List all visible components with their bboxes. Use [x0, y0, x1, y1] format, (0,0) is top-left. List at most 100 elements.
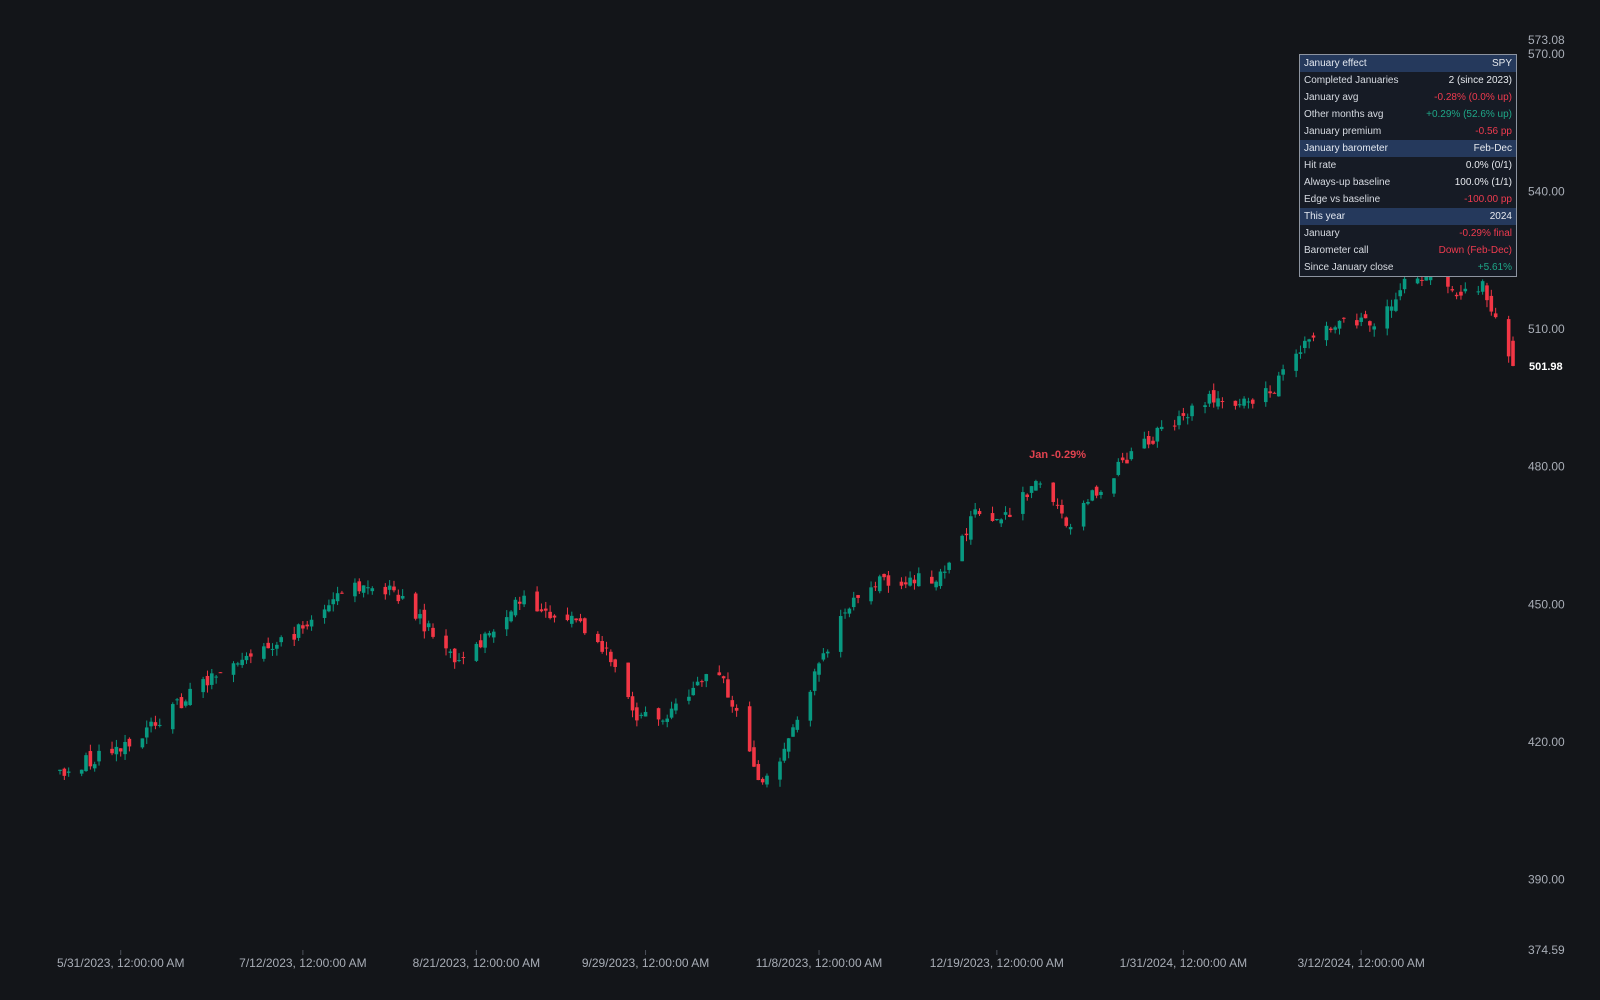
- time-tick-label: 8/21/2023, 12:00:00 AM: [413, 956, 540, 970]
- candle: [661, 719, 665, 725]
- candle: [396, 589, 401, 604]
- candle: [817, 661, 821, 682]
- candle: [474, 641, 479, 662]
- candle: [1151, 436, 1155, 445]
- candle: [1068, 523, 1073, 535]
- candle: [1051, 482, 1056, 506]
- candle-body: [1242, 398, 1246, 406]
- candle: [1372, 323, 1377, 337]
- candle: [1116, 458, 1121, 477]
- candle: [179, 693, 184, 709]
- candle-body: [873, 586, 878, 588]
- candle: [1250, 398, 1255, 409]
- panel-row: Hit rate 0.0% (0/1): [1300, 157, 1516, 174]
- candle-body: [782, 748, 787, 761]
- candle-body: [1211, 390, 1216, 403]
- candle: [292, 626, 297, 646]
- candle: [843, 608, 847, 619]
- candle: [969, 510, 973, 545]
- candle: [695, 676, 700, 686]
- candle: [1120, 452, 1125, 463]
- candle-body: [1424, 276, 1429, 281]
- candle-body: [1146, 435, 1151, 445]
- candle-body: [661, 720, 665, 722]
- candle: [149, 717, 153, 733]
- candle-body: [366, 587, 370, 589]
- candle: [1190, 403, 1194, 421]
- candle-body: [1281, 369, 1285, 375]
- candle-body: [431, 627, 435, 637]
- candle-body: [157, 724, 162, 726]
- candle-body: [1355, 320, 1359, 326]
- candle: [1385, 299, 1390, 336]
- candle: [387, 580, 392, 596]
- candle-body: [877, 576, 882, 592]
- january-effect-panel: January effect SPY Completed Januaries 2 (s…: [1299, 54, 1517, 277]
- candle: [123, 734, 127, 760]
- candle: [1025, 493, 1030, 501]
- panel-row-label: January barometer: [1304, 143, 1388, 154]
- candle-body: [478, 640, 483, 648]
- candle-body: [825, 651, 830, 654]
- candle: [483, 631, 487, 654]
- candle: [1146, 430, 1151, 449]
- candle: [960, 534, 964, 562]
- candle-body: [886, 575, 891, 586]
- candle-body: [990, 513, 995, 521]
- candle-body: [869, 587, 873, 602]
- candle-body: [786, 738, 791, 752]
- candle: [370, 586, 375, 595]
- candle: [88, 744, 93, 770]
- panel-row-label: Hit rate: [1304, 160, 1337, 171]
- candle-body: [1086, 501, 1090, 504]
- panel-section-header: January barometer Feb-Dec: [1300, 140, 1516, 157]
- candle-body: [851, 597, 856, 608]
- candle-body: [461, 657, 466, 659]
- candle-body: [643, 711, 648, 717]
- candle: [1237, 398, 1242, 408]
- candle-body: [1342, 317, 1346, 319]
- panel-row: January -0.29% final: [1300, 225, 1516, 242]
- candle: [522, 590, 526, 608]
- candle: [665, 714, 670, 728]
- candle-body: [340, 592, 344, 594]
- candle: [305, 620, 310, 630]
- candle: [504, 610, 509, 637]
- candle-body: [383, 586, 388, 595]
- panel-row: January premium -0.56 pp: [1300, 123, 1516, 140]
- candle-body: [1177, 416, 1181, 426]
- candle-body: [396, 594, 401, 602]
- candle: [656, 707, 661, 726]
- candle-body: [357, 581, 362, 592]
- panel-row-label: Completed Januaries: [1304, 75, 1399, 86]
- candle-body: [1151, 440, 1155, 444]
- candle: [873, 581, 878, 592]
- candle-body: [457, 660, 461, 662]
- candle-body: [175, 699, 179, 701]
- candle-body: [1081, 502, 1086, 527]
- panel-row-value: 2 (since 2023): [1448, 75, 1512, 86]
- candle-body: [1359, 317, 1363, 322]
- candle-body: [583, 618, 587, 634]
- time-tick-label: 9/29/2023, 12:00:00 AM: [582, 956, 709, 970]
- price-tick-label: 480.00: [1528, 460, 1565, 474]
- candle: [422, 603, 427, 639]
- candle-body: [214, 676, 218, 678]
- candle-body: [1181, 413, 1186, 416]
- candle-body: [262, 646, 266, 659]
- candle-body: [1034, 481, 1038, 491]
- candle: [461, 651, 466, 665]
- candle: [491, 629, 496, 643]
- candle: [1242, 396, 1246, 409]
- candle-body: [1142, 438, 1147, 449]
- candle: [548, 605, 552, 620]
- candle: [478, 634, 483, 649]
- candle: [747, 701, 752, 752]
- candle-body: [170, 704, 175, 730]
- time-axis[interactable]: 5/31/2023, 12:00:00 AM 7/12/2023, 12:00:0…: [57, 950, 1425, 970]
- candle-body: [838, 616, 843, 652]
- candle: [517, 596, 522, 610]
